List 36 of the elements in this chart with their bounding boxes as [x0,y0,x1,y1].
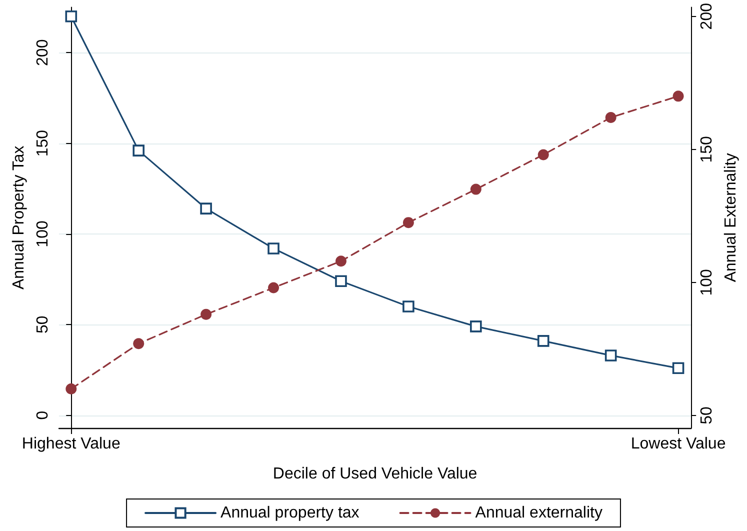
point [132,144,145,156]
point [335,256,346,267]
x-axis-title: Decile of Used Vehicle Value [272,466,478,482]
legend-label: Annual property tax [220,504,360,522]
point [402,217,414,228]
point [335,275,347,288]
y2-tick-label: 50 [698,406,716,424]
point [470,320,482,332]
point [672,90,684,102]
point [133,338,144,350]
point [604,350,617,362]
y-axis-title: Annual Property Tax [10,146,28,290]
y-tick-label: 0 [34,410,52,420]
point [537,335,550,347]
point [672,362,684,374]
point [268,282,280,294]
x-tick-label: Lowest Value [630,436,726,452]
point [538,149,549,160]
y2-axis-title: Annual Externality [722,153,740,282]
point [605,112,616,123]
y2-tick-label: 200 [698,2,716,30]
point [268,242,280,254]
y2-tick-label: 100 [698,269,716,296]
y-tick-label: 150 [34,130,52,157]
point [470,184,482,195]
point [65,10,78,22]
point [402,300,414,312]
y-tick-label: 50 [34,316,52,334]
x-tick-label: Highest Value [22,436,120,452]
y-tick-label: 100 [34,220,52,248]
point [200,202,212,214]
point [66,383,77,394]
y-tick-label: 200 [34,39,52,66]
legend-label: Annual externality [475,504,602,522]
point [200,308,212,320]
y2-tick-label: 150 [698,136,716,163]
